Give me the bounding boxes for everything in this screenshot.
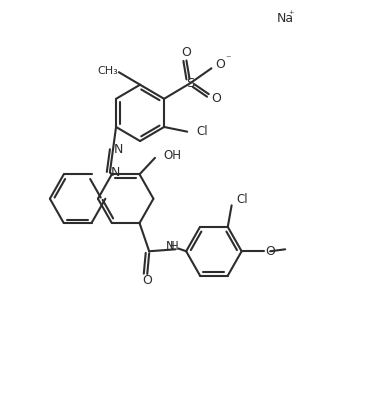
Text: S: S [186,77,194,90]
Text: O: O [215,58,225,71]
Text: N: N [114,143,123,156]
Text: O: O [265,245,275,258]
Text: O: O [211,91,221,104]
Text: O: O [182,46,191,59]
Text: N: N [111,166,120,179]
Text: Cl: Cl [196,125,208,138]
Text: OH: OH [163,149,182,162]
Text: H: H [170,240,179,253]
Text: N: N [166,240,174,253]
Text: Cl: Cl [236,193,248,206]
Text: Na: Na [277,12,294,25]
Text: ⁻: ⁻ [225,55,231,65]
Text: CH₃: CH₃ [97,67,118,76]
Text: O: O [142,275,152,288]
Text: ⁺: ⁺ [288,10,294,20]
